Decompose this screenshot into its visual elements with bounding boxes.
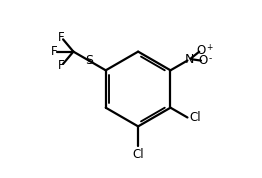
Text: Cl: Cl: [132, 148, 144, 161]
Text: O: O: [196, 44, 206, 57]
Text: S: S: [85, 54, 93, 67]
Text: O: O: [199, 54, 208, 67]
Text: -: -: [208, 54, 211, 63]
Text: F: F: [58, 31, 65, 44]
Text: Cl: Cl: [190, 111, 201, 124]
Text: F: F: [58, 59, 65, 72]
Text: F: F: [51, 45, 58, 58]
Text: +: +: [206, 43, 212, 53]
Text: N: N: [185, 53, 194, 66]
